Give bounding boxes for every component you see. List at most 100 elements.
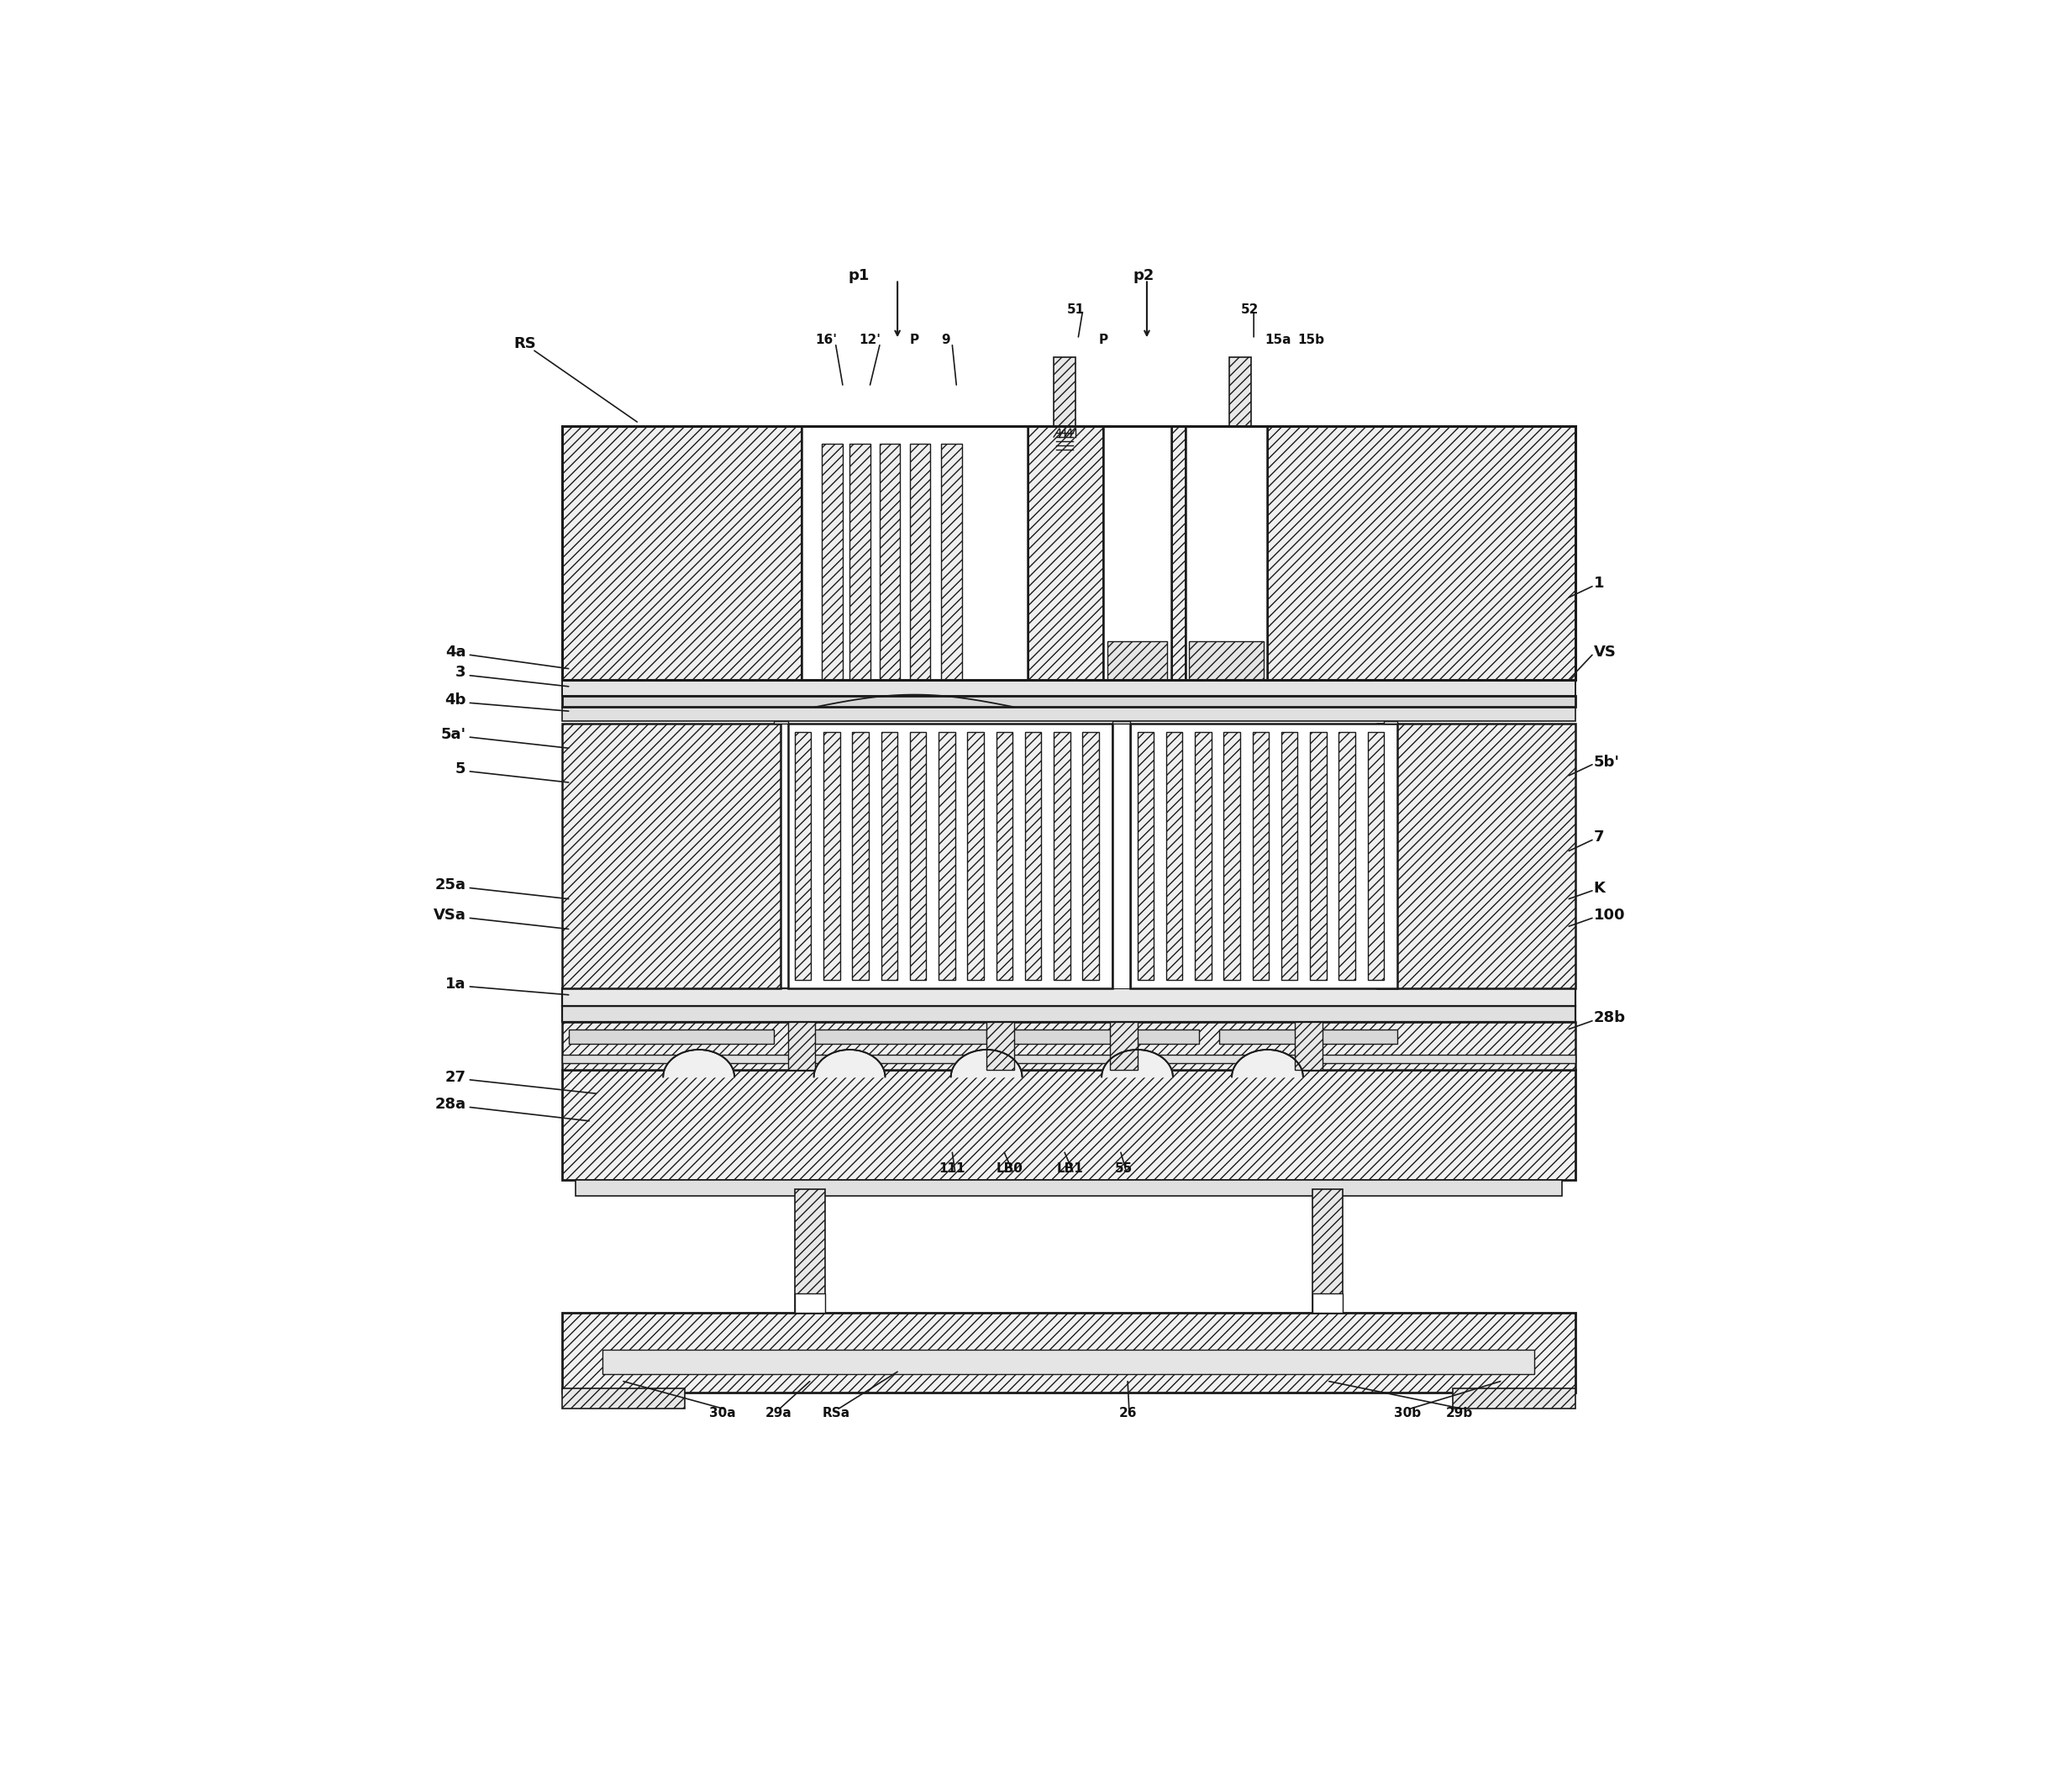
Bar [568, 1029, 775, 1043]
Bar [562, 1314, 1577, 1392]
Bar [1368, 732, 1384, 979]
Text: 7: 7 [1593, 829, 1604, 846]
Polygon shape [663, 1050, 733, 1077]
Text: 1a: 1a [445, 975, 466, 991]
Text: 28b: 28b [1593, 1011, 1627, 1025]
Bar [796, 1189, 825, 1314]
Text: 29b: 29b [1446, 1406, 1473, 1419]
Bar [1314, 1189, 1343, 1314]
Bar [796, 732, 810, 979]
Text: P: P [1098, 333, 1109, 345]
Bar [997, 732, 1013, 979]
Bar [881, 443, 899, 705]
Bar [775, 721, 787, 723]
Bar [1171, 425, 1185, 680]
Text: 16': 16' [814, 333, 837, 345]
Bar [796, 1029, 986, 1043]
Bar [562, 425, 1577, 680]
Bar [1111, 1022, 1138, 1070]
Bar [808, 696, 1021, 707]
Bar [850, 443, 870, 705]
Bar [1225, 732, 1239, 979]
Bar [1295, 1022, 1322, 1070]
Bar [1102, 425, 1171, 696]
Text: p1: p1 [847, 267, 870, 283]
Bar [802, 425, 1028, 696]
Text: 5b': 5b' [1593, 755, 1620, 769]
Text: 1: 1 [1593, 577, 1604, 591]
Bar [1251, 732, 1268, 979]
Text: RSa: RSa [823, 1406, 850, 1419]
Bar [1268, 425, 1577, 680]
Text: 4b: 4b [445, 692, 466, 708]
Bar [1189, 641, 1264, 696]
Bar [796, 1294, 825, 1314]
Text: 15a: 15a [1264, 333, 1291, 345]
Bar [1314, 1294, 1343, 1314]
Bar [562, 425, 802, 680]
Text: 100: 100 [1593, 908, 1624, 922]
Text: 55: 55 [1115, 1162, 1133, 1175]
Text: 51: 51 [1067, 303, 1084, 315]
Text: P: P [910, 333, 918, 345]
Bar [562, 1022, 1577, 1070]
Bar [1113, 723, 1131, 988]
Bar [1280, 732, 1297, 979]
Bar [1138, 732, 1154, 979]
Bar [562, 707, 1577, 721]
Bar [910, 443, 930, 705]
Bar [1028, 425, 1102, 680]
Text: VSa: VSa [433, 908, 466, 922]
Bar [562, 680, 1577, 696]
Bar [1131, 723, 1399, 988]
Polygon shape [1233, 1050, 1303, 1077]
Text: LB1: LB1 [1057, 1162, 1084, 1175]
Text: LB0: LB0 [997, 1162, 1024, 1175]
Text: VS: VS [1593, 644, 1616, 660]
Text: 30b: 30b [1394, 1406, 1421, 1419]
Text: 5a': 5a' [441, 726, 466, 742]
Text: p2: p2 [1133, 267, 1154, 283]
Text: 29a: 29a [765, 1406, 792, 1419]
Bar [562, 1388, 686, 1408]
Bar [1055, 358, 1075, 425]
Bar [910, 732, 926, 979]
Bar [968, 732, 984, 979]
Polygon shape [814, 1050, 885, 1077]
Bar [1026, 732, 1042, 979]
Bar [1220, 1029, 1399, 1043]
Text: 3: 3 [456, 666, 466, 680]
Bar [1310, 732, 1326, 979]
Bar [881, 732, 897, 979]
Bar [1196, 732, 1212, 979]
Text: 27: 27 [445, 1070, 466, 1084]
Bar [1384, 721, 1399, 723]
Bar [1106, 641, 1167, 696]
Text: 9: 9 [941, 333, 949, 345]
Bar [1452, 1388, 1577, 1408]
Text: 12': 12' [860, 333, 881, 345]
Bar [562, 1006, 1577, 1022]
Bar [823, 443, 843, 705]
Text: 25a: 25a [435, 878, 466, 894]
Text: 30a: 30a [709, 1406, 736, 1419]
Bar [576, 1180, 1562, 1196]
Bar [787, 1022, 814, 1070]
Text: 4a: 4a [445, 644, 466, 660]
Bar [562, 723, 781, 988]
Text: 28a: 28a [435, 1096, 466, 1112]
Bar [562, 696, 1577, 707]
Bar [941, 443, 961, 705]
Bar [852, 732, 868, 979]
Polygon shape [1102, 1050, 1173, 1077]
Bar [603, 1349, 1535, 1374]
Bar [562, 1054, 1577, 1063]
Bar [1007, 1029, 1200, 1043]
Bar [1339, 732, 1355, 979]
Text: 5: 5 [456, 762, 466, 776]
Bar [787, 723, 1113, 988]
Polygon shape [951, 1050, 1021, 1077]
Text: 26: 26 [1119, 1406, 1138, 1419]
Text: 15b: 15b [1297, 333, 1324, 345]
Bar [1378, 723, 1577, 988]
